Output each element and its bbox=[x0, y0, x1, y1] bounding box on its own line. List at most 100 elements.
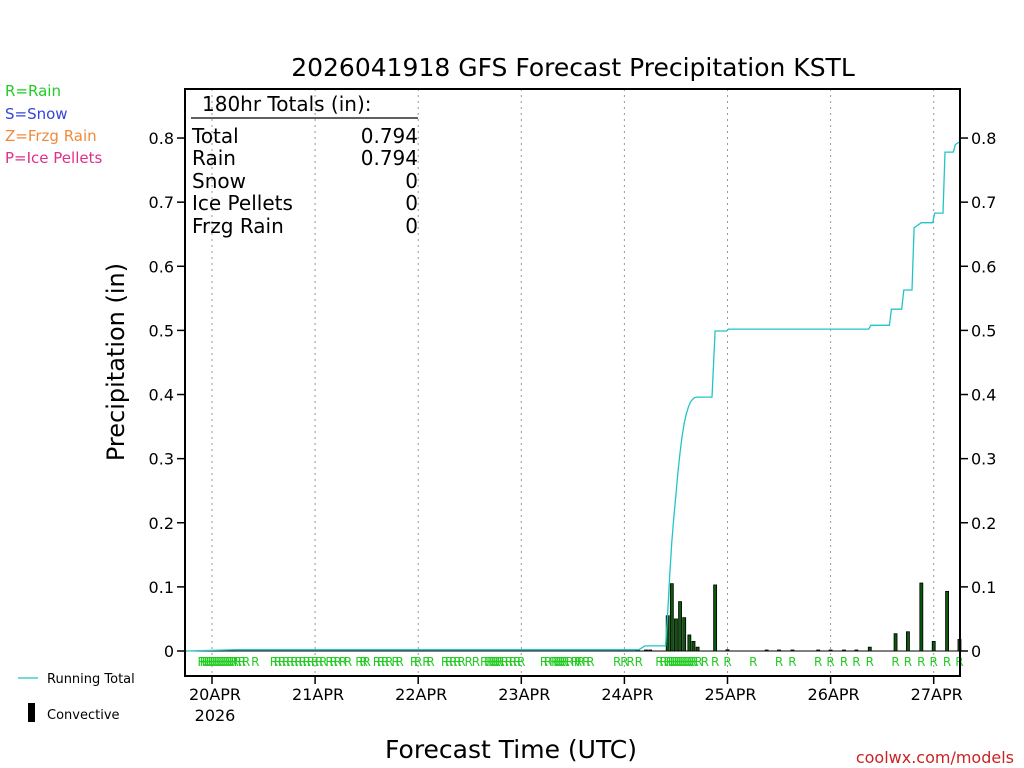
totals-row-label: Rain bbox=[192, 146, 236, 170]
legend-snow: S=Snow bbox=[5, 105, 68, 123]
ptype-marker-rain: R bbox=[373, 655, 381, 669]
ptype-marker-rain: R bbox=[540, 655, 548, 669]
ptype-marker-rain: R bbox=[684, 655, 692, 669]
y-axis-ticks: 0 00.1 0.10.2 0.20.3 0.30.4 0.40.5 0.50.6 0.60.… bbox=[149, 129, 997, 661]
ptype-marker-rain: R bbox=[549, 655, 557, 669]
precip-bar bbox=[790, 649, 795, 652]
ptype-marker-rain: R bbox=[286, 655, 294, 669]
ptype-marker-rain: R bbox=[202, 655, 210, 669]
ptype-marker-rain: R bbox=[574, 655, 582, 669]
precip-bar bbox=[713, 584, 718, 652]
y-tick-label-right: 0.5 bbox=[971, 321, 996, 340]
ptype-marker-rain: R bbox=[294, 655, 302, 669]
precip-bar bbox=[777, 649, 781, 652]
totals-box: 180hr Totals (in): Total 0.794 Rain 0.79… bbox=[191, 92, 418, 238]
y-tick-label-right: 0.3 bbox=[971, 450, 996, 469]
totals-row-value: 0.794 bbox=[361, 146, 418, 170]
ptype-marker-rain: R bbox=[690, 655, 698, 669]
ptype-marker-rain: R bbox=[307, 655, 315, 669]
ptype-marker-rain: R bbox=[866, 655, 874, 669]
ptype-marker-rain: R bbox=[930, 655, 938, 669]
ptype-marker-rain: R bbox=[278, 655, 286, 669]
precip-bar bbox=[919, 582, 924, 652]
ptype-marker-rain: R bbox=[488, 655, 496, 669]
precip-bar bbox=[674, 618, 678, 652]
precip-bar bbox=[816, 649, 821, 652]
y-tick-label-left: 0.6 bbox=[149, 257, 174, 276]
ptype-marker-rain: R bbox=[620, 655, 628, 669]
ptype-marker-rain: R bbox=[303, 655, 311, 669]
precip-bar bbox=[764, 649, 769, 652]
ptype-marker-rain: R bbox=[566, 655, 574, 669]
ptype-marker-rain: R bbox=[680, 655, 688, 669]
precip-bar bbox=[906, 631, 910, 652]
precip-bar bbox=[828, 649, 833, 652]
y-tick-label-right: 0.7 bbox=[971, 193, 996, 212]
ptype-marker-rain: R bbox=[251, 655, 259, 669]
ptype-marker-rain: R bbox=[359, 655, 367, 669]
precip-bar bbox=[687, 634, 692, 652]
x-tick-label: 24APR bbox=[601, 685, 653, 704]
ptype-marker-rain: R bbox=[210, 655, 218, 669]
totals-row-label: Ice Pellets bbox=[192, 191, 293, 215]
legend-rain: R=Rain bbox=[5, 82, 61, 100]
precip-bar bbox=[691, 640, 696, 652]
ptype-marker-rain: R bbox=[355, 655, 363, 669]
y-tick-label-right: 0.1 bbox=[971, 578, 996, 597]
ptype-marker-rain: R bbox=[208, 655, 216, 669]
ptype-marker-rain: R bbox=[228, 655, 236, 669]
ptype-marker-rain: R bbox=[385, 655, 393, 669]
ptype-marker-rain: R bbox=[426, 655, 434, 669]
ptype-marker-rain: R bbox=[234, 655, 242, 669]
precip-bar bbox=[867, 646, 872, 652]
ptype-marker-rain: R bbox=[315, 655, 323, 669]
plot-frame bbox=[184, 88, 961, 677]
totals-row-label: Frzg Rain bbox=[192, 214, 284, 238]
ptype-legend: R=Rain S=Snow Z=Frzg Rain P=Ice Pellets bbox=[5, 82, 102, 167]
ptype-marker-rain: R bbox=[814, 655, 822, 669]
ptype-marker-rain: R bbox=[659, 655, 667, 669]
precip-bar bbox=[644, 649, 648, 652]
ptype-marker-rain: R bbox=[577, 655, 585, 669]
ptype-marker-rain: R bbox=[218, 655, 226, 669]
ptype-marker-rain: R bbox=[465, 655, 473, 669]
ptype-marker-rain: R bbox=[694, 655, 702, 669]
precip-bar bbox=[945, 590, 950, 652]
chart-title: 2026041918 GFS Forecast Precipitation KS… bbox=[291, 53, 855, 82]
legend-running-total-label: Running Total bbox=[47, 672, 135, 687]
ptype-marker-rain: R bbox=[664, 655, 672, 669]
ptype-marker-rain: R bbox=[904, 655, 912, 669]
ptype-marker-rain: R bbox=[216, 655, 224, 669]
ptype-marker-rain: R bbox=[586, 655, 594, 669]
ptype-marker-rain: R bbox=[668, 655, 676, 669]
precip-bar bbox=[669, 583, 674, 652]
precip-bar bbox=[931, 640, 936, 652]
ptype-marker-rain: R bbox=[635, 655, 643, 669]
ptype-marker-rain: R bbox=[381, 655, 389, 669]
totals-row-value: 0 bbox=[405, 191, 418, 215]
ptype-marker-rain: R bbox=[551, 655, 559, 669]
watermark: coolwx.com/models bbox=[856, 748, 1014, 767]
ptype-marker-rain: R bbox=[395, 655, 403, 669]
totals-row-value: 0.794 bbox=[361, 124, 418, 148]
x-axis-ticks: 20APR 2026 21APR 22APR 23APR 24APR 25APR 26APR 2… bbox=[189, 676, 963, 725]
y-tick-label-left: 0.7 bbox=[149, 193, 174, 212]
ptype-marker-rain: R bbox=[613, 655, 621, 669]
ptype-marker-rain: R bbox=[678, 655, 686, 669]
ptype-marker-rain: R bbox=[501, 655, 509, 669]
ptype-marker-rain: R bbox=[204, 655, 212, 669]
ptype-marker-rain: R bbox=[410, 655, 418, 669]
ptype-marker-rain: R bbox=[674, 655, 682, 669]
y-tick-label-right: 0.8 bbox=[971, 129, 996, 148]
ptype-marker-rain: R bbox=[319, 655, 327, 669]
ptype-marker-rain: R bbox=[557, 655, 565, 669]
ptype-marker-rain: R bbox=[274, 655, 282, 669]
ptype-marker-rain: R bbox=[852, 655, 860, 669]
x-axis-title: Forecast Time (UTC) bbox=[385, 735, 637, 764]
ptype-marker-rain: R bbox=[222, 655, 230, 669]
ptype-marker-rain: R bbox=[492, 655, 500, 669]
x-tick-label: 27APR bbox=[911, 685, 963, 704]
legend-ice-pellets: P=Ice Pellets bbox=[5, 149, 102, 167]
y-tick-label-left: 0.8 bbox=[149, 129, 174, 148]
